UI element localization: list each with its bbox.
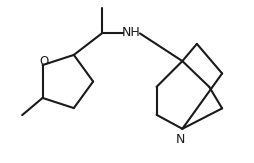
Text: O: O: [40, 55, 49, 68]
Text: NH: NH: [122, 26, 141, 39]
Text: N: N: [176, 133, 185, 146]
